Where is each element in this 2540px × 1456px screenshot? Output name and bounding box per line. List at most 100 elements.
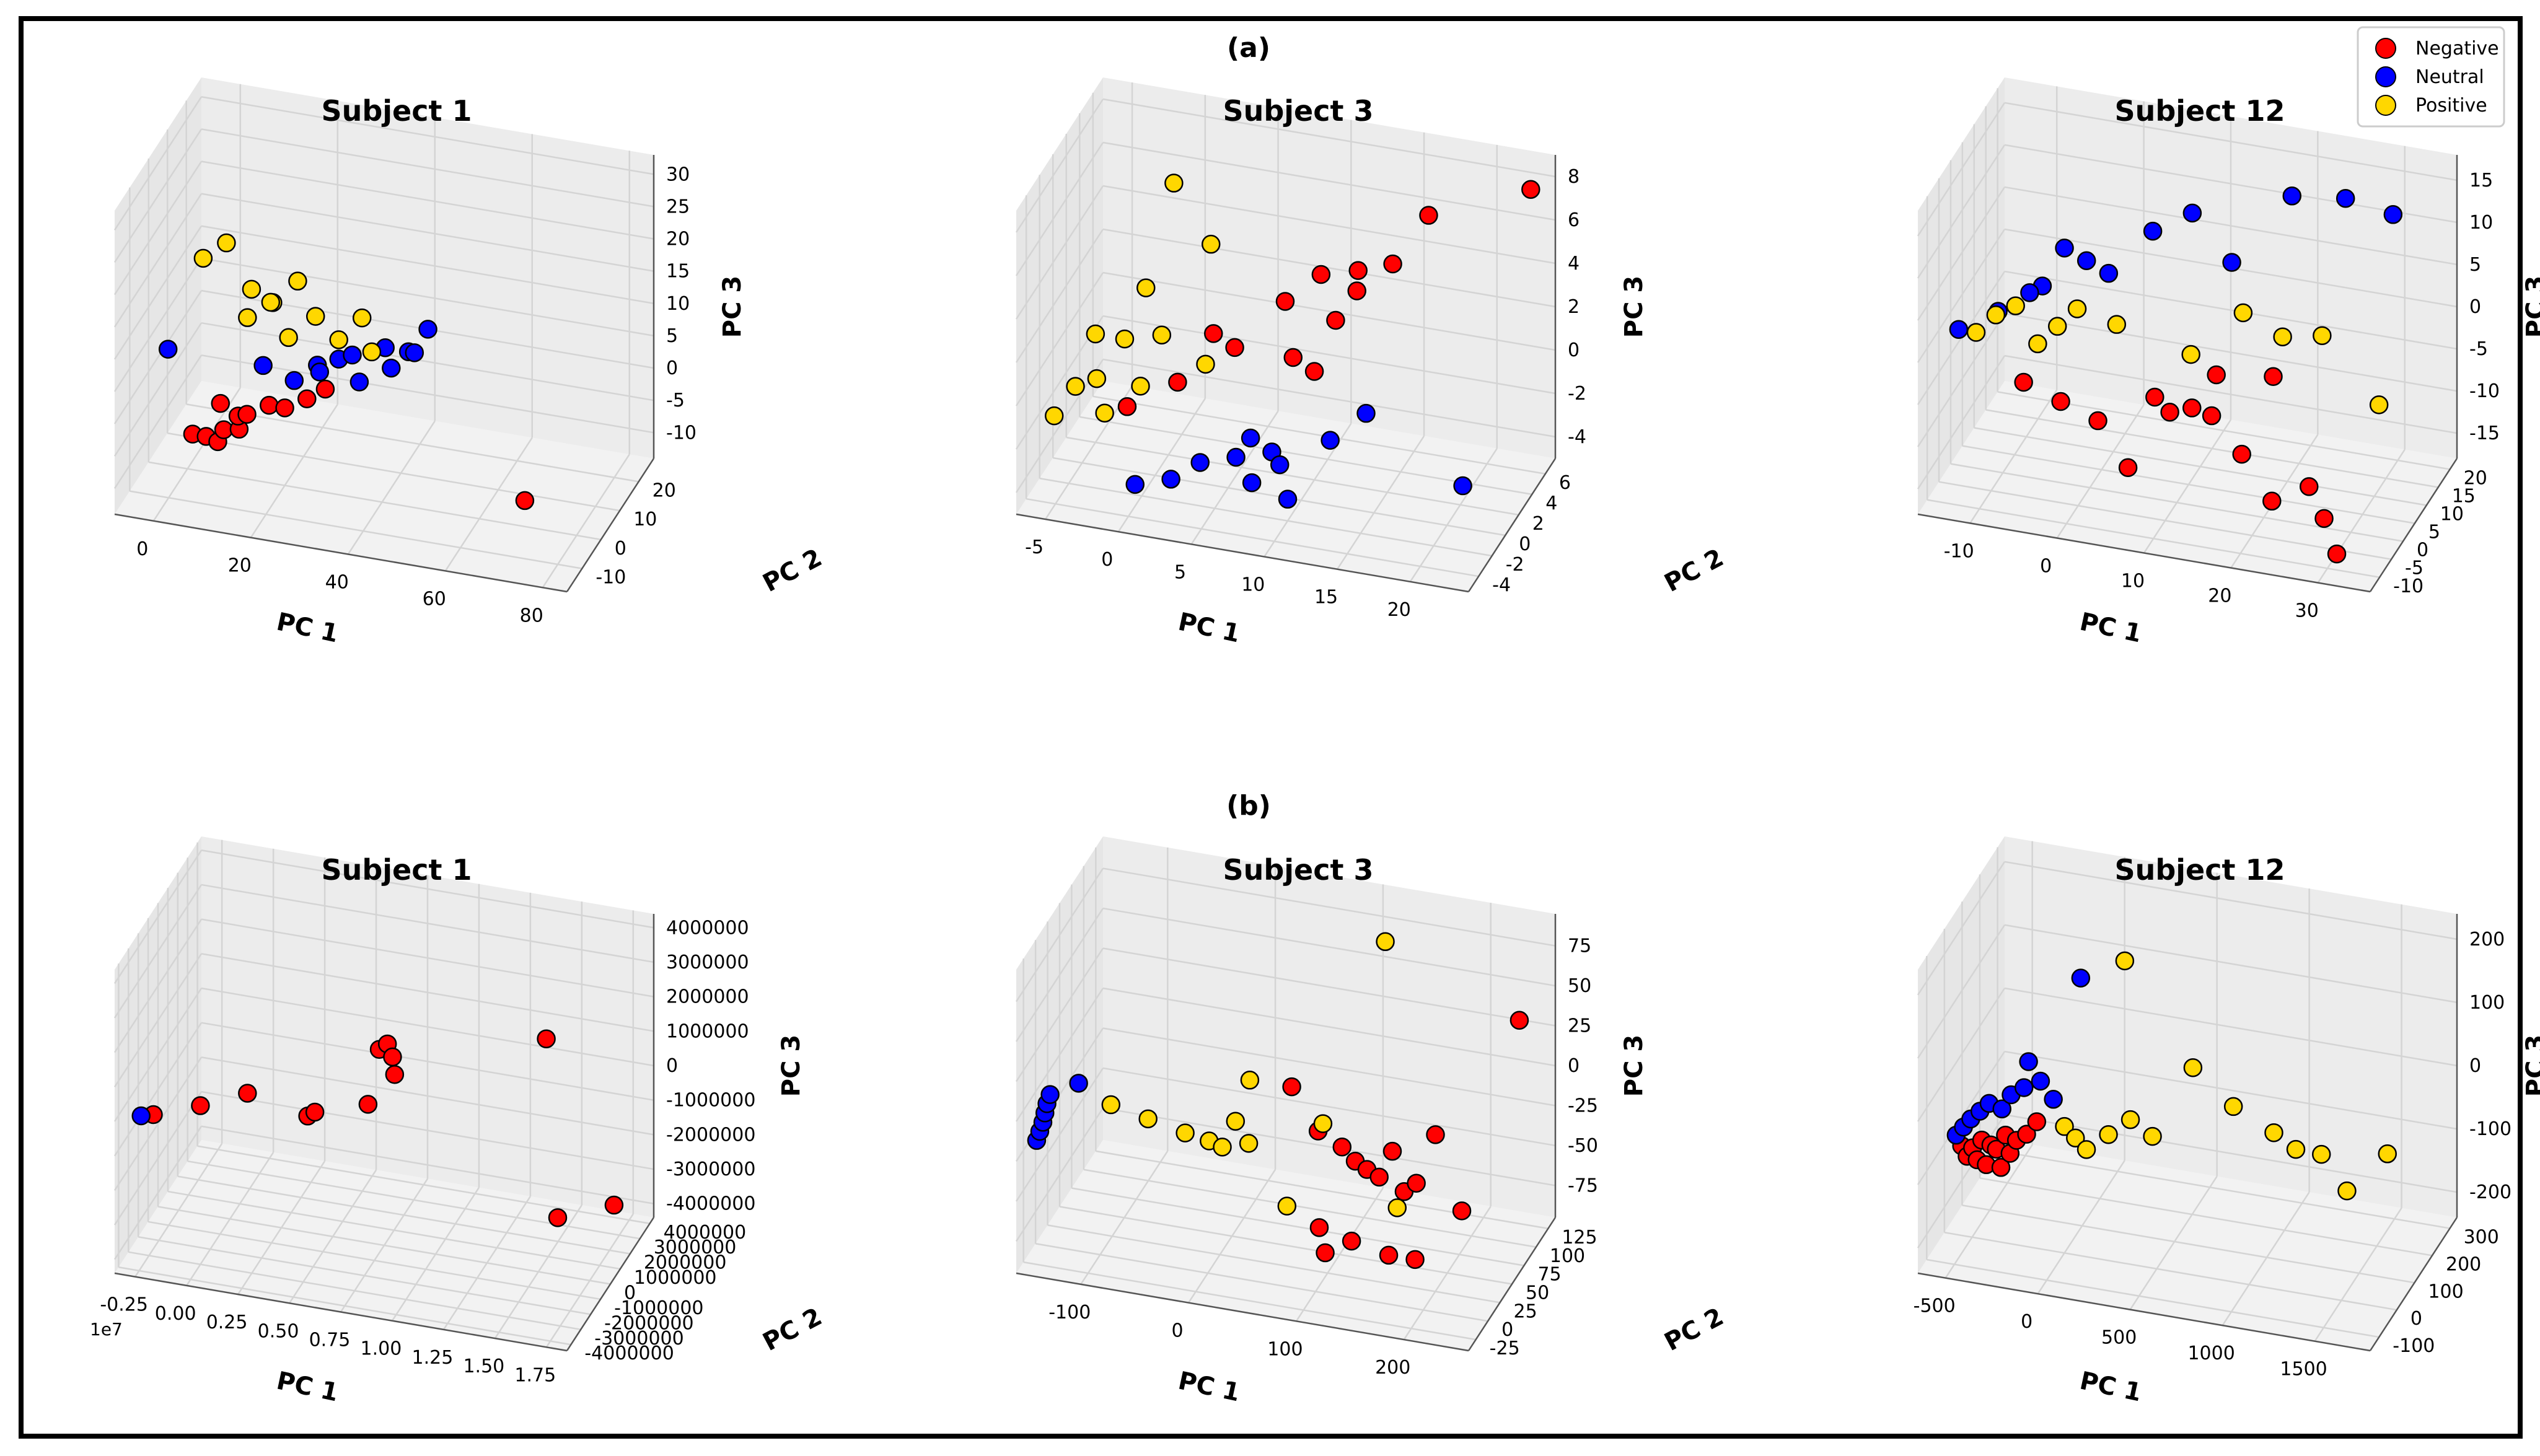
grid-line	[130, 490, 582, 569]
data-point-neutral	[2282, 186, 2302, 206]
data-point-positive	[2143, 1126, 2162, 1146]
grid-line	[201, 160, 654, 240]
data-point-positive	[1131, 376, 1150, 396]
z-tick-label: 10	[666, 293, 690, 315]
data-point-positive	[2273, 327, 2292, 346]
data-point-positive	[2115, 951, 2135, 971]
z-tick-label: 15	[2469, 170, 2493, 191]
grid-line	[1023, 1261, 1476, 1341]
x-tick-label: 0	[1101, 549, 1113, 571]
data-point-negative	[1991, 1158, 2011, 1177]
data-point-neutral	[1241, 428, 1260, 448]
data-point-negative	[2145, 387, 2164, 407]
z-tick-label: 6	[1568, 209, 1580, 231]
x-tick-label: 1500	[2280, 1359, 2327, 1380]
grid-line	[1985, 409, 2438, 488]
grid-line	[1102, 1067, 1556, 1147]
data-point-negative	[315, 379, 335, 399]
data-point-negative	[2232, 444, 2251, 464]
data-point-negative	[2327, 544, 2347, 564]
grid-line	[147, 1221, 601, 1300]
y-axis-line	[566, 458, 655, 592]
grid-line	[113, 1022, 203, 1157]
data-point-neutral	[310, 362, 330, 382]
floor-pane	[1016, 381, 1555, 592]
y-tick-label: 20	[653, 480, 676, 501]
grid-line	[201, 354, 654, 434]
x-tick-label: 40	[325, 572, 349, 594]
grid-line	[113, 849, 203, 984]
grid-line	[113, 1091, 203, 1226]
grid-line	[1917, 144, 2006, 279]
grid-line	[1917, 313, 2006, 447]
grid-line	[2143, 419, 2232, 554]
z-tick-label: -10	[666, 422, 697, 444]
legend-negative-label: Negative	[2415, 38, 2499, 59]
z-tick-label: 0	[1568, 1055, 1580, 1077]
data-point-negative	[1382, 1141, 1402, 1161]
x-axis-line	[1016, 1272, 1469, 1352]
data-point-neutral	[1356, 403, 1376, 423]
data-point-positive	[2369, 395, 2389, 414]
grid-line	[1096, 1150, 1549, 1230]
y-tick-label: -100	[2393, 1335, 2435, 1357]
grid-line	[1102, 907, 1556, 987]
data-point-neutral	[2055, 239, 2074, 258]
legend-positive-marker	[2375, 95, 2396, 116]
grid-line	[1092, 395, 1546, 475]
grid-line	[1917, 861, 2006, 996]
y-tick-label: 0	[1501, 1319, 1513, 1341]
data-point-positive	[1044, 406, 1064, 426]
data-point-positive	[1095, 403, 1114, 423]
grid-line	[201, 849, 654, 929]
data-point-negative	[1342, 1231, 1361, 1251]
data-point-neutral	[2076, 251, 2096, 271]
data-point-negative	[358, 1095, 378, 1114]
grid-line	[201, 225, 654, 305]
z-tick-label: -25	[1568, 1095, 1598, 1116]
data-point-neutral	[1270, 455, 1290, 475]
x-axis-line	[1917, 1272, 2371, 1352]
grid-line	[2056, 404, 2145, 539]
data-point-positive	[1086, 324, 1105, 344]
data-point-neutral	[343, 345, 362, 365]
data-point-positive	[2066, 1128, 2085, 1148]
grid-line	[201, 1022, 654, 1101]
x-tick-label: 20	[1387, 599, 1411, 621]
grid-line	[2314, 1208, 2402, 1342]
y-tick-label: 4000000	[664, 1222, 747, 1243]
y-axis-line	[566, 1217, 655, 1351]
data-point-positive	[2099, 1125, 2118, 1144]
z-tick-label: 0	[2469, 296, 2481, 318]
data-point-neutral	[2222, 253, 2241, 272]
grid-line	[1974, 427, 2427, 506]
grid-line	[1083, 1169, 1537, 1248]
data-point-positive	[1164, 173, 1184, 193]
data-point-negative	[1348, 261, 1368, 280]
data-point-neutral	[1242, 473, 1262, 493]
z-axis-title: PC 3	[1620, 276, 1648, 338]
data-point-positive	[1138, 1109, 1158, 1129]
grid-line	[1039, 477, 1492, 557]
x-axis-line	[114, 1272, 568, 1352]
y-tick-label: 0	[615, 538, 626, 559]
grid-line	[1102, 867, 1556, 947]
z-tick-label: -100	[2469, 1118, 2511, 1140]
legend-neutral-marker	[2375, 66, 2396, 87]
data-point-positive	[2183, 1058, 2203, 1077]
data-point-positive	[2028, 334, 2047, 354]
z-tick-label: 15	[666, 261, 690, 283]
y-tick-label: -2	[1506, 554, 1524, 576]
grid-line	[1409, 448, 1498, 582]
data-point-positive	[1226, 1112, 1246, 1131]
y-tick-label: 100	[1550, 1245, 1585, 1267]
y-tick-label: -1000000	[614, 1297, 703, 1319]
data-point-negative	[237, 405, 257, 424]
data-point-positive	[193, 248, 213, 268]
data-point-negative	[1509, 1011, 1529, 1030]
grid-line	[1997, 391, 2450, 470]
x-tick-label: 1.75	[514, 1364, 556, 1386]
grid-line	[128, 1251, 581, 1331]
data-point-positive	[1152, 325, 1172, 344]
legend-neutral-label: Neutral	[2415, 66, 2484, 88]
